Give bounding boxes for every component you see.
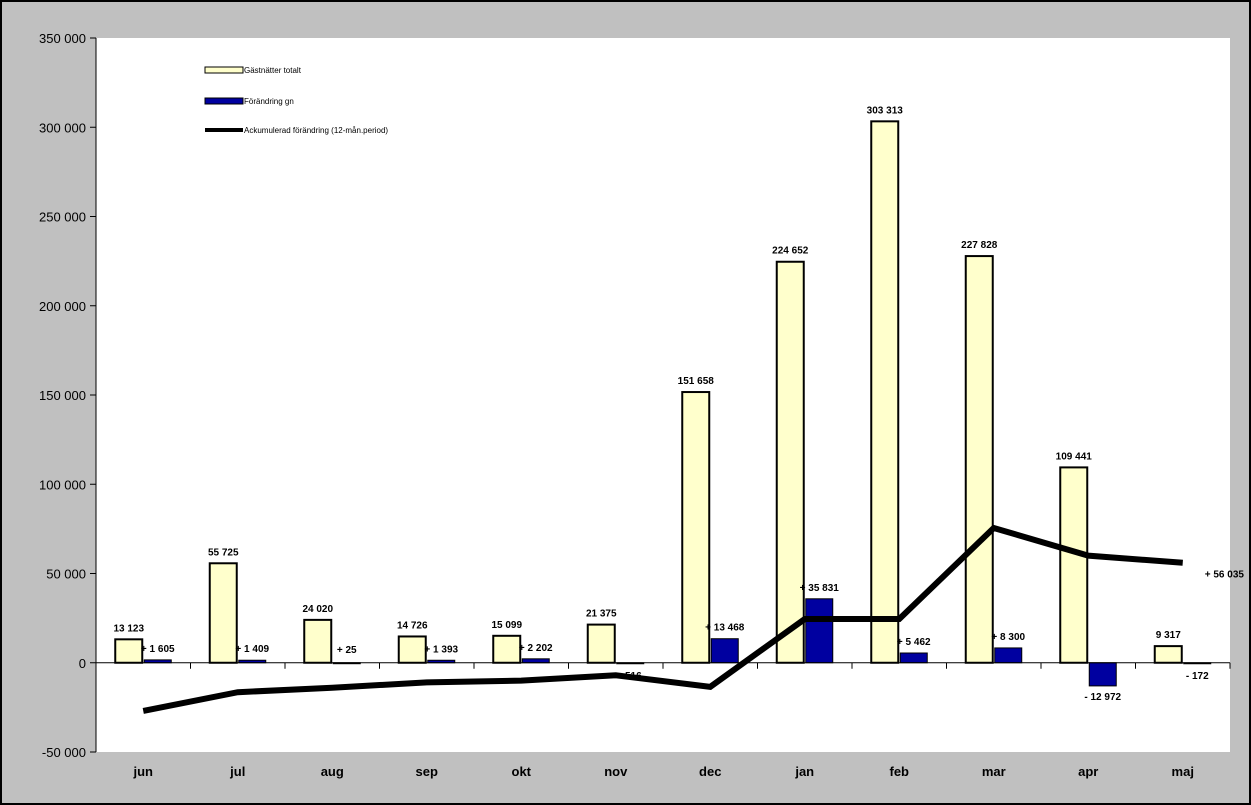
- label-gastnatter-nov: 21 375: [586, 609, 617, 620]
- y-tick-label: 250 000: [39, 210, 86, 225]
- label-gastnatter-aug: 24 020: [302, 604, 333, 615]
- label-gastnatter-jun: 13 123: [113, 623, 144, 634]
- bar-forandring-apr: [1088, 662, 1117, 687]
- bar-forandring-mar: [994, 647, 1023, 664]
- bar-forandring-okt: [521, 658, 550, 664]
- label-forandring-feb: + 5 462: [897, 637, 931, 648]
- bar-gastnatter-nov: [586, 623, 616, 664]
- label-forandring-jul: + 1 409: [235, 644, 269, 655]
- label-gastnatter-jan: 224 652: [772, 246, 809, 257]
- label-forandring-maj: - 172: [1186, 671, 1209, 682]
- bar-forandring-jan: [805, 598, 834, 664]
- label-gastnatter-maj: 9 317: [1156, 630, 1181, 641]
- bar-gastnatter-dec: [681, 391, 711, 664]
- bar-gastnatter-sep: [397, 635, 427, 664]
- x-tick-jan: jan: [794, 764, 814, 779]
- x-tick-okt: okt: [512, 764, 532, 779]
- x-tick-dec: dec: [699, 764, 721, 779]
- bar-forandring-dec: [710, 638, 739, 664]
- label-forandring-nov: - 516: [619, 671, 642, 682]
- label-forandring-apr: - 12 972: [1084, 692, 1121, 703]
- label-forandring-jun: + 1 605: [141, 644, 175, 655]
- legend-swatch-forandring: [204, 97, 244, 105]
- legend: Gästnätter totalt Förändring gn Ackumule…: [204, 66, 388, 135]
- legend-label-gastnatter: Gästnätter totalt: [244, 66, 302, 75]
- y-tick-label: -50 000: [42, 745, 86, 760]
- plot-area: [96, 38, 1230, 752]
- bar-forandring-feb: [899, 652, 928, 664]
- x-tick-nov: nov: [604, 764, 628, 779]
- legend-swatch-gastnatter: [204, 66, 244, 74]
- bar-gastnatter-okt: [492, 634, 522, 664]
- label-forandring-sep: + 1 393: [424, 644, 458, 655]
- bar-gastnatter-jan: [775, 260, 805, 664]
- label-forandring-okt: + 2 202: [519, 643, 553, 654]
- bar-gastnatter-feb: [870, 120, 900, 664]
- y-tick-label: 350 000: [39, 31, 86, 46]
- bars-layer: [114, 120, 1212, 687]
- bar-gastnatter-mar: [964, 255, 994, 664]
- x-tick-feb: feb: [890, 764, 910, 779]
- bar-gastnatter-apr: [1059, 466, 1089, 664]
- y-tick-label: 50 000: [46, 567, 86, 582]
- line-layer: [142, 524, 1183, 714]
- axes-layer: jun jul aug sep okt nov dec jan feb mar apr maj -50 …: [39, 31, 1231, 779]
- label-gastnatter-dec: 151 658: [678, 376, 715, 387]
- x-tick-aug: aug: [321, 764, 344, 779]
- legend-label-ackumulerad: Ackumulerad förändring (12-mån.period): [244, 126, 388, 135]
- label-gastnatter-okt: 15 099: [491, 620, 522, 631]
- x-tick-sep: sep: [416, 764, 438, 779]
- label-gastnatter-mar: 227 828: [961, 240, 998, 251]
- bar-gastnatter-maj: [1153, 645, 1183, 664]
- x-tick-apr: apr: [1078, 764, 1098, 779]
- y-tick-label: 0: [79, 656, 86, 671]
- label-ackumulerad-end: + 56 035: [1205, 570, 1245, 581]
- label-forandring-jan: + 35 831: [800, 583, 840, 594]
- legend-label-forandring: Förändring gn: [244, 97, 294, 106]
- bar-gastnatter-jun: [114, 638, 144, 664]
- label-forandring-dec: + 13 468: [705, 623, 745, 634]
- y-tick-label: 150 000: [39, 388, 86, 403]
- line-ackumulerad: [142, 524, 1183, 714]
- y-tick-label: 200 000: [39, 299, 86, 314]
- x-tick-mar: mar: [982, 764, 1006, 779]
- data-labels-layer: 13 123 + 1 605 55 725 + 1 409 24 020 + 25 14 7…: [113, 105, 1244, 703]
- label-gastnatter-jul: 55 725: [208, 547, 239, 558]
- label-gastnatter-sep: 14 726: [397, 620, 428, 631]
- x-tick-jul: jul: [229, 764, 245, 779]
- label-forandring-mar: + 8 300: [991, 632, 1025, 643]
- bar-gastnatter-jul: [208, 562, 238, 664]
- y-tick-label: 300 000: [39, 120, 86, 135]
- label-gastnatter-apr: 109 441: [1056, 451, 1093, 462]
- x-tick-jun: jun: [133, 764, 154, 779]
- y-tick-label: 100 000: [39, 477, 86, 492]
- x-tick-maj: maj: [1172, 764, 1194, 779]
- label-forandring-aug: + 25: [337, 645, 357, 656]
- bar-gastnatter-aug: [303, 618, 333, 664]
- label-gastnatter-feb: 303 313: [867, 105, 904, 116]
